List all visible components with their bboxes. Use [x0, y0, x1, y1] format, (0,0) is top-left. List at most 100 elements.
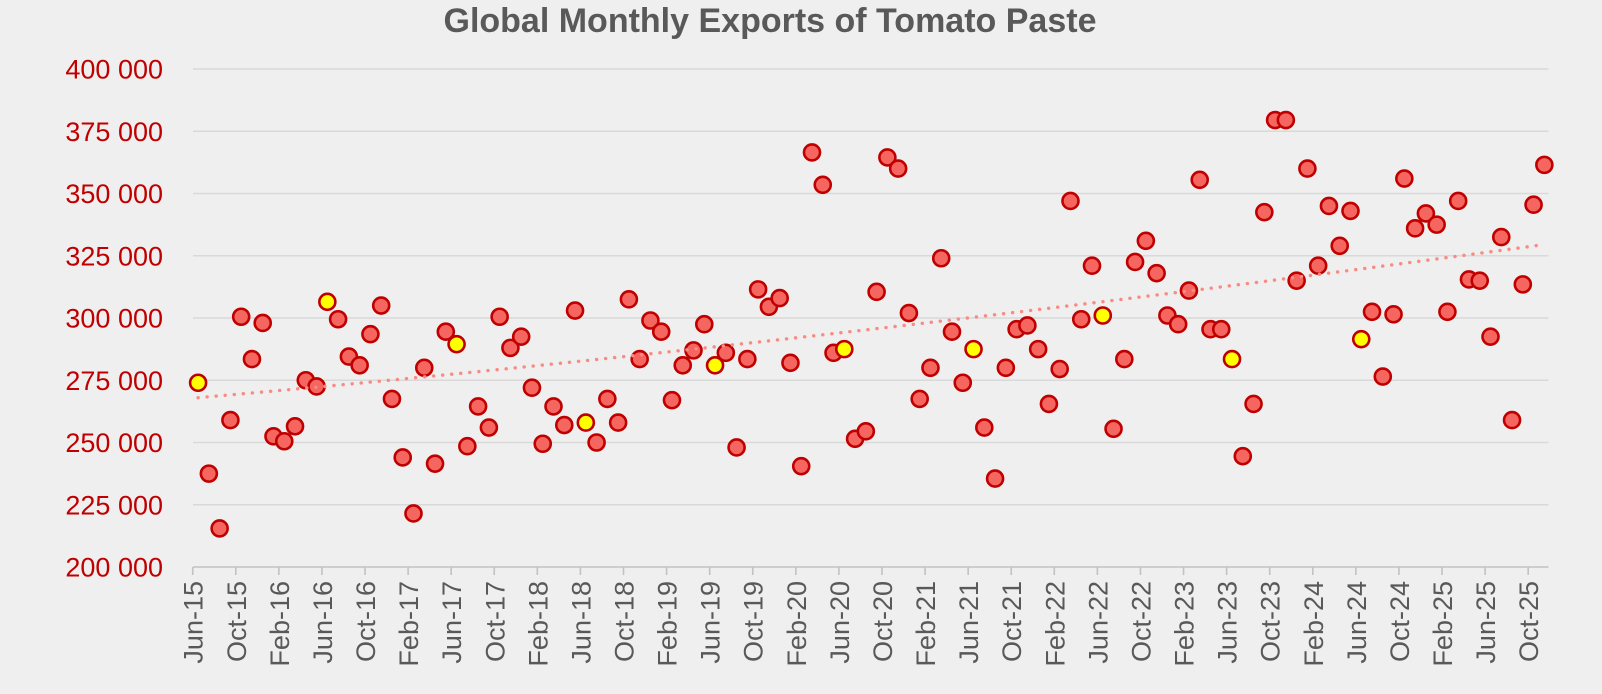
data-point: [1384, 304, 1403, 324]
y-axis-tick-label: 300 000: [65, 304, 163, 334]
x-axis-tick-label: Jun-24: [1342, 581, 1372, 664]
data-point: [641, 311, 660, 330]
y-axis-tick-label: 350 000: [65, 179, 163, 209]
data-point: [1233, 446, 1253, 466]
data-point: [1018, 316, 1037, 335]
y-axis-tick-label: 325 000: [65, 241, 163, 271]
data-point: [490, 307, 509, 327]
data-point: [813, 175, 833, 195]
data-point: [608, 413, 628, 432]
data-point: [673, 356, 693, 375]
data-point: [1104, 419, 1123, 439]
x-axis-tick-label: Feb-21: [911, 581, 941, 667]
y-axis-tick-label: 375 000: [65, 117, 163, 147]
x-axis-tick-label: Oct-25: [1514, 581, 1544, 662]
data-point: [1491, 227, 1511, 247]
x-axis-tick-label: Feb-22: [1040, 581, 1070, 667]
data-point: [1136, 231, 1156, 251]
data-point: [361, 324, 380, 344]
data-point: [587, 433, 606, 452]
x-axis-tick-label: Jun-18: [566, 581, 596, 664]
data-point-highlighted: [576, 413, 596, 432]
data-point: [436, 322, 456, 341]
x-axis-tick-label: Oct-17: [480, 581, 510, 662]
data-point: [802, 143, 822, 162]
data-point: [1168, 314, 1188, 334]
x-axis-tick-label: Feb-17: [394, 581, 424, 667]
y-axis-tick-label: 250 000: [65, 428, 163, 458]
x-axis-tick-label: Jun-22: [1083, 581, 1113, 664]
data-point: [522, 378, 542, 398]
x-axis-tick-label: Feb-16: [265, 581, 295, 667]
data-point-highlighted: [834, 339, 854, 359]
data-point: [1298, 159, 1317, 178]
x-axis-tick-label: Jun-17: [437, 581, 467, 664]
data-point: [1071, 309, 1091, 329]
x-axis-tick-label: Oct-23: [1256, 581, 1286, 662]
data-point: [1028, 339, 1048, 359]
data-point: [242, 349, 262, 369]
data-point: [1287, 271, 1306, 290]
data-point: [1524, 195, 1543, 215]
data-point: [996, 358, 1016, 378]
x-axis-tick-label: Feb-24: [1299, 581, 1329, 667]
data-point: [1319, 196, 1339, 216]
data-point-highlighted: [188, 373, 208, 393]
data-point: [1341, 201, 1360, 221]
data-point: [371, 296, 391, 315]
x-axis-tick-label: Feb-20: [782, 581, 812, 667]
data-point: [1211, 319, 1231, 339]
data-point: [1244, 394, 1263, 414]
data-point: [748, 280, 768, 299]
data-point: [942, 322, 962, 341]
x-axis-tick-label: Jun-16: [308, 581, 338, 664]
y-axis-tick-label: 400 000: [65, 55, 163, 85]
data-point-highlighted: [1351, 329, 1371, 349]
data-point: [221, 410, 240, 430]
data-point: [716, 343, 736, 363]
chart-title: Global Monthly Exports of Tomato Paste: [443, 2, 1097, 40]
data-point: [975, 418, 994, 437]
x-axis-tick-label: Jun-21: [954, 581, 984, 664]
trend-line: [196, 242, 1547, 400]
data-point: [1438, 302, 1457, 322]
data-point: [511, 327, 531, 346]
x-axis-tick-label: Oct-21: [997, 581, 1027, 662]
data-point: [1373, 367, 1393, 386]
data-point: [1330, 236, 1350, 256]
data-point: [888, 159, 908, 178]
x-axis-tick-label: Jun-19: [696, 581, 726, 664]
data-point: [727, 438, 746, 457]
data-point: [199, 464, 219, 483]
data-point: [533, 434, 553, 454]
data-point: [781, 353, 800, 373]
data-point: [738, 349, 757, 369]
data-point: [694, 314, 714, 334]
x-axis-tick-label: Feb-18: [523, 581, 553, 667]
x-axis-tick-label: Jun-15: [179, 581, 209, 664]
data-point: [921, 358, 940, 378]
data-point: [1481, 327, 1500, 346]
data-point: [1535, 155, 1554, 175]
data-point: [1448, 191, 1468, 211]
y-axis-tick-label: 225 000: [65, 490, 163, 520]
data-point: [1115, 349, 1134, 369]
data-point: [1362, 302, 1382, 322]
data-point: [899, 303, 919, 323]
data-point: [382, 389, 402, 409]
x-axis-tick-label: Oct-15: [222, 581, 252, 662]
data-point: [1255, 202, 1274, 222]
data-point: [468, 397, 488, 416]
x-axis-tick-label: Jun-20: [825, 581, 855, 664]
data-point: [1039, 394, 1059, 414]
data-point-highlighted: [705, 356, 725, 375]
data-point: [867, 282, 886, 302]
data-point: [1125, 252, 1145, 272]
data-point: [1147, 263, 1166, 283]
x-axis-tick-label: Jun-25: [1471, 581, 1501, 664]
data-point: [425, 454, 445, 473]
x-axis-tick-label: Feb-23: [1170, 581, 1200, 667]
data-point: [501, 338, 520, 358]
data-point: [1502, 410, 1522, 430]
